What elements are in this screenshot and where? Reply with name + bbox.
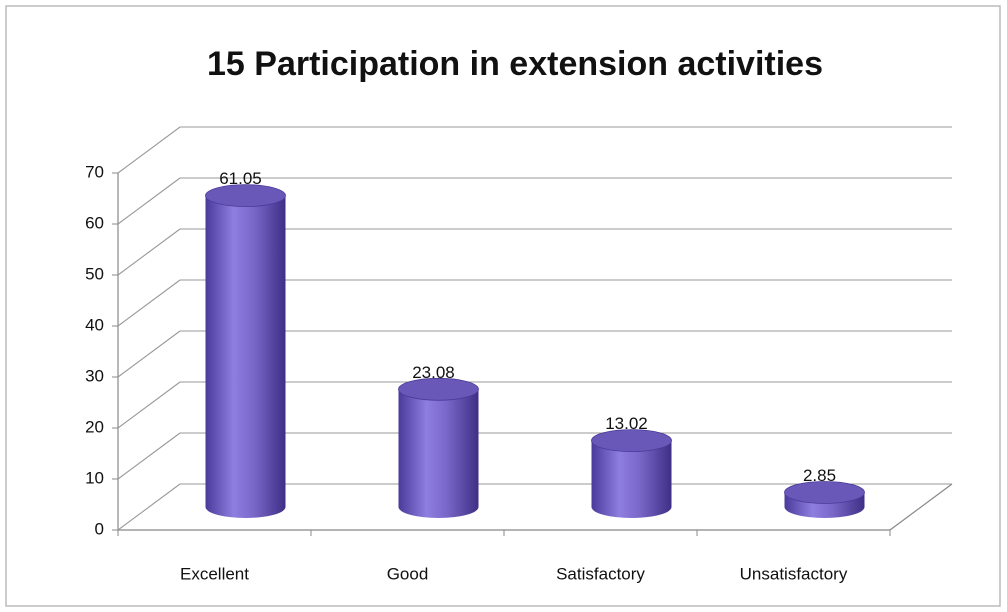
bar-top bbox=[205, 184, 286, 208]
bar bbox=[205, 195, 286, 518]
grid-line bbox=[117, 177, 181, 225]
data-label: 61.05 bbox=[219, 169, 262, 188]
chart-title: 15 Participation in extension activities bbox=[207, 45, 823, 83]
bar-top bbox=[591, 429, 672, 452]
y-tick-label: 20 bbox=[85, 417, 104, 436]
x-tick-label: Good bbox=[387, 564, 429, 583]
grid-line bbox=[117, 126, 181, 174]
chart-frame bbox=[5, 5, 1001, 607]
y-tick-label: 50 bbox=[85, 264, 104, 283]
y-tick-label: 0 bbox=[95, 519, 104, 538]
x-tick-label: Unsatisfactory bbox=[740, 564, 848, 583]
data-label: 13.02 bbox=[605, 414, 648, 433]
x-tick-label: Satisfactory bbox=[556, 564, 645, 583]
grid-line bbox=[117, 483, 181, 531]
grid-line bbox=[117, 279, 181, 327]
grid-line bbox=[117, 381, 181, 429]
floor-edge bbox=[889, 483, 953, 531]
grid-line bbox=[117, 432, 181, 480]
data-label: 2.85 bbox=[803, 466, 836, 485]
y-tick-label: 70 bbox=[85, 162, 104, 181]
grid-line bbox=[117, 330, 181, 378]
bar bbox=[591, 440, 672, 518]
grid-line bbox=[117, 228, 181, 276]
bar-top bbox=[398, 377, 479, 401]
y-tick-label: 60 bbox=[85, 213, 104, 232]
y-tick-label: 10 bbox=[85, 468, 104, 487]
bar bbox=[398, 389, 479, 518]
y-tick-label: 30 bbox=[85, 366, 104, 385]
bar-top bbox=[784, 481, 865, 504]
y-tick-label: 40 bbox=[85, 315, 104, 334]
data-label: 23.08 bbox=[412, 363, 455, 382]
x-tick-label: Excellent bbox=[180, 564, 249, 583]
